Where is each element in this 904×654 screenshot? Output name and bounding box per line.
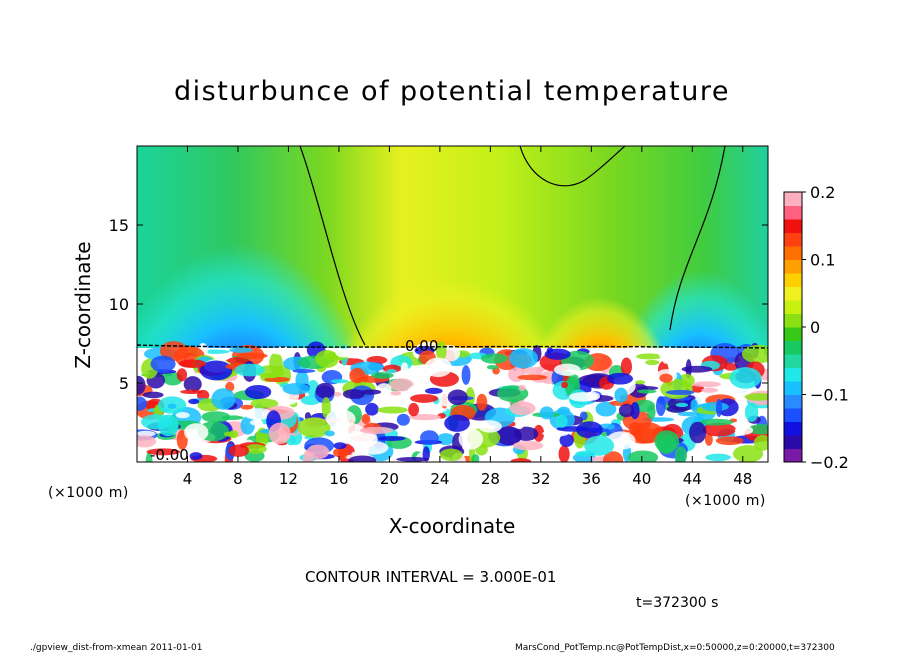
heatmap-field [137, 146, 768, 462]
time-label: t=372300 s [636, 595, 719, 611]
colorbar-swatch [784, 367, 802, 382]
x-tick-label: 4 [183, 470, 193, 488]
colorbar-swatch [784, 448, 802, 463]
x-tick-label: 36 [582, 470, 601, 488]
colorbar-swatch [784, 259, 802, 274]
colorbar-swatch [784, 219, 802, 233]
contour-label-upper: 0.00 [405, 337, 438, 355]
x-tick-label: 24 [430, 470, 449, 488]
colorbar-swatch [784, 286, 802, 301]
x-tick-label: 16 [329, 470, 348, 488]
x-tick-label: 32 [531, 470, 550, 488]
colorbar-swatch [784, 192, 802, 206]
chart-title: disturbunce of potential temperature [174, 76, 730, 107]
x-unit-left: (×1000 m) [48, 485, 129, 501]
x-tick-label: 44 [683, 470, 702, 488]
colorbar-swatch [784, 354, 802, 368]
colorbar-swatch [784, 435, 802, 449]
colorbar-swatch [784, 381, 802, 395]
contour-interval-text: CONTOUR INTERVAL = 3.000E-01 [305, 568, 557, 586]
colorbar-tick-label: 0 [810, 318, 820, 337]
colorbar-swatch [784, 421, 802, 436]
colorbar-tick-label: 0.1 [810, 251, 835, 270]
colorbar-swatch [784, 408, 802, 422]
colorbar: 0.2 0.1 0 −0.1 −0.2 [783, 183, 849, 472]
x-tick-label: 8 [233, 470, 243, 488]
y-tick-label: 5 [119, 374, 129, 393]
colorbar-tick-label: −0.1 [810, 386, 849, 405]
colorbar-swatch [784, 232, 802, 247]
y-axis: 5 10 15 [109, 216, 768, 393]
colorbar-swatch [784, 205, 802, 220]
colorbar-swatch [784, 300, 802, 314]
colorbar-swatch [784, 246, 802, 260]
footer-left-text: ./gpview_dist-from-xmean 2011-01-01 [30, 643, 203, 653]
colorbar-swatch [784, 273, 802, 287]
x-tick-label: 48 [733, 470, 752, 488]
y-tick-label: 10 [109, 295, 129, 314]
x-tick-label: 12 [279, 470, 298, 488]
contour-label-lower: -0.00 [150, 446, 189, 464]
footer-right-text: MarsCond_PotTemp.nc@PotTempDist,x=0:5000… [515, 643, 835, 653]
x-axis: 4 8 12 16 20 24 28 32 36 40 44 48 [183, 146, 752, 488]
y-axis-label: Z-coordinate [71, 241, 95, 368]
colorbar-swatch [784, 394, 802, 409]
colorbar-tick-label: 0.2 [810, 183, 835, 202]
colorbar-swatch [784, 327, 802, 341]
colorbar-tick-label: −0.2 [810, 453, 849, 472]
x-tick-label: 20 [380, 470, 399, 488]
colorbar-swatch [784, 313, 802, 328]
x-axis-label: X-coordinate [389, 514, 516, 538]
x-tick-label: 28 [481, 470, 500, 488]
x-unit-right: (×1000 m) [685, 493, 766, 509]
y-tick-label: 15 [109, 216, 129, 235]
colorbar-swatch [784, 340, 802, 355]
x-tick-label: 40 [632, 470, 651, 488]
